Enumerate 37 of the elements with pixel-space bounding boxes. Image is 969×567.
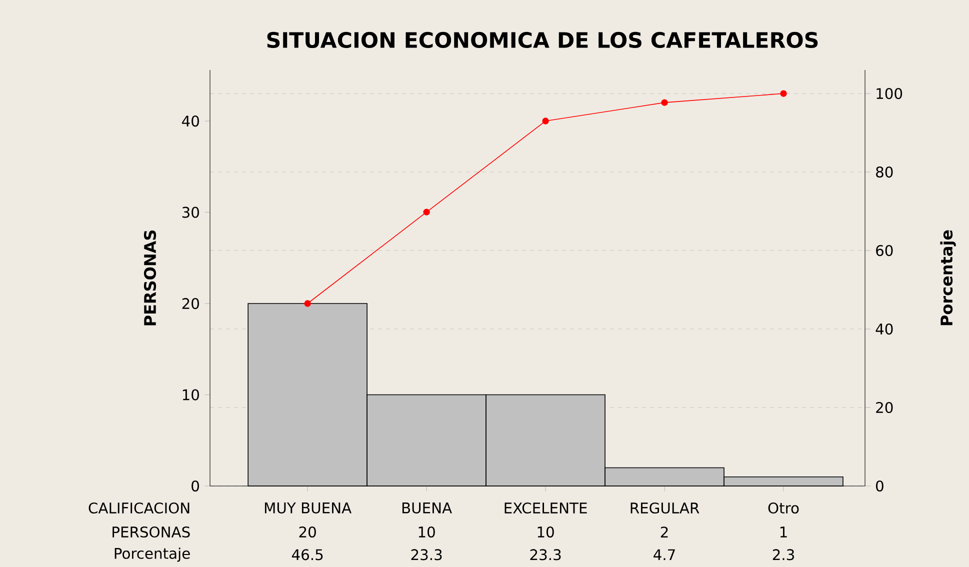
point xyxy=(423,208,430,216)
x-tick-label: EXCELENTE xyxy=(504,502,587,514)
y2-tick-label: 80 xyxy=(876,166,893,178)
point xyxy=(304,300,311,307)
text: Porcentaje xyxy=(114,548,190,562)
x-tick-label: REGULAR xyxy=(630,502,700,514)
y-tick-label: 20 xyxy=(182,298,199,310)
y2-tick-label: 100 xyxy=(876,88,902,100)
data-label: 20 xyxy=(299,526,316,538)
y2-tick-label: 0 xyxy=(876,480,884,492)
y2-tick-label: 20 xyxy=(876,402,893,414)
x-tick-label: Otro xyxy=(768,502,799,514)
data-label: 1 xyxy=(780,526,787,538)
text: 4.7 xyxy=(654,549,675,560)
text: 46.5 xyxy=(292,549,323,560)
y-axis-title: PERSONAS xyxy=(144,230,156,326)
text: 23.3 xyxy=(530,549,561,560)
y-tick-label: 30 xyxy=(182,206,199,218)
y-tick-label: 0 xyxy=(192,480,199,492)
point xyxy=(661,99,668,106)
y-tick-label: 10 xyxy=(182,389,199,400)
data-label: 10 xyxy=(418,526,435,538)
text: PERSONAS xyxy=(112,526,190,538)
y2-axis-title: Porcentaje xyxy=(940,230,956,326)
text: 2.3 xyxy=(772,549,794,560)
data-label: 10 xyxy=(538,526,554,538)
chart-title: SITUACION ECONOMICA DE LOS CAFETALEROS xyxy=(267,32,818,48)
x-axis-title: CALIFICACION xyxy=(88,502,190,514)
point xyxy=(780,90,787,97)
point xyxy=(542,118,549,124)
y2-tick-label: 40 xyxy=(876,323,893,335)
data-label: 2 xyxy=(660,526,668,538)
y-tick-label: 40 xyxy=(182,116,199,127)
text: 23.3 xyxy=(411,549,442,560)
x-tick-label: BUENA xyxy=(402,502,452,514)
x-tick-label: MUY BUENA xyxy=(264,502,352,514)
y2-tick-label: 60 xyxy=(876,244,893,256)
